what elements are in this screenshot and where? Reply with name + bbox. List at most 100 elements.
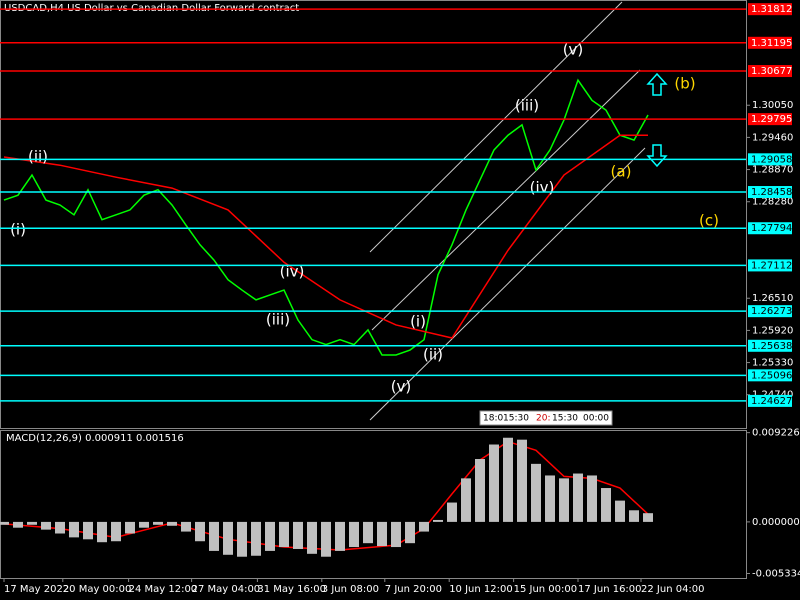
bar: [251, 521, 261, 556]
bar: [223, 521, 233, 555]
time-boxes: 18:0 15:30 20: 15:30 00:00: [479, 410, 613, 426]
bar: [0, 521, 9, 525]
x-tick-label: 10 Jun 12:00: [449, 584, 513, 595]
channel-line: [369, 1, 623, 253]
y-tick-label: 1.28280: [752, 197, 793, 208]
bar: [335, 521, 345, 551]
down-arrow: [646, 144, 668, 168]
x-tick-label: 31 May 16:00: [257, 584, 326, 595]
y-tick-label: -0.005334: [752, 568, 800, 579]
time-label: 15:30: [503, 414, 529, 424]
up-arrow: [646, 72, 668, 96]
level-box: [748, 153, 792, 166]
y-tick-label: 0.009226: [752, 428, 800, 439]
bar: [69, 521, 79, 538]
y-tick-label: 0.000000: [752, 517, 800, 528]
y-tick-label: 1.28870: [752, 165, 793, 176]
bar: [489, 444, 499, 522]
x-tick-label: 7 Jun 20:00: [385, 584, 442, 595]
level-label: 1.27794: [751, 223, 792, 234]
channel-line: [371, 69, 641, 331]
time-label: 00:00: [583, 414, 609, 424]
bar: [531, 463, 541, 522]
wave-label: (ii): [28, 148, 48, 166]
bar: [517, 439, 527, 522]
wave-label: (iv): [280, 263, 305, 281]
bar: [111, 521, 121, 542]
bar: [475, 459, 485, 522]
x-tick-label: 17 Jun 16:00: [578, 584, 642, 595]
bar: [307, 521, 317, 554]
bar: [349, 521, 359, 548]
level-box: [748, 113, 792, 126]
bar: [573, 473, 583, 522]
level-box: [748, 369, 792, 382]
y-tick-label: 1.25330: [752, 358, 793, 369]
time-label: 15:30: [552, 414, 578, 424]
level-label: 1.27112: [751, 260, 792, 271]
wave-label: (i): [10, 221, 26, 239]
level-label: 1.28458: [751, 187, 792, 198]
level-label: 1.26273: [751, 306, 792, 317]
macd-frame: [0, 430, 747, 579]
x-tick-label: 24 May 12:00: [129, 584, 198, 595]
bar: [139, 521, 149, 528]
bar: [615, 500, 625, 522]
wave-label: (iv): [530, 179, 555, 197]
series-line: [3, 134, 648, 339]
bar: [559, 478, 569, 522]
bar: [41, 521, 51, 530]
bar: [363, 521, 373, 544]
y-tick-label: 1.29460: [752, 132, 793, 143]
level-box: [748, 36, 792, 49]
bar: [391, 521, 401, 548]
bar: [237, 521, 247, 557]
wave-labels: (v) (iii) (iv) (ii) (i) (iv) (iii) (i) (…: [10, 41, 719, 396]
x-tick-label: 27 May 04:00: [192, 584, 261, 595]
level-box: [748, 305, 792, 318]
level-label: 1.31195: [751, 38, 792, 49]
level-box: [748, 339, 792, 352]
bar: [405, 521, 415, 544]
bar: [433, 519, 443, 522]
y-tick-label: 1.30050: [752, 100, 793, 111]
bar: [27, 521, 37, 525]
level-box: [748, 259, 792, 272]
level-label: 1.30677: [751, 66, 792, 77]
wave-label: (a): [611, 163, 632, 181]
wave-label: (c): [699, 212, 719, 230]
time-box: [479, 410, 613, 426]
bar: [461, 478, 471, 522]
bar: [643, 513, 653, 522]
x-tick-label: 22 Jun 04:00: [641, 584, 705, 595]
y-tick-label: 1.26510: [752, 293, 793, 304]
wave-label: (b): [674, 75, 695, 93]
bar: [181, 521, 191, 532]
time-label: 20:: [536, 414, 550, 424]
bar: [265, 521, 275, 551]
wave-label: (v): [391, 378, 412, 396]
wave-label: (i): [410, 313, 426, 331]
series-line: [3, 78, 649, 356]
bar: [293, 521, 303, 549]
level-box: [748, 394, 792, 407]
level-label: 1.29058: [751, 154, 792, 165]
bar: [545, 475, 555, 522]
level-label: 1.25638: [751, 341, 792, 352]
bar: [503, 437, 513, 522]
x-tick-label: 17 May 2022: [4, 584, 69, 595]
level-label: 1.24627: [751, 396, 792, 407]
bar: [167, 521, 177, 526]
level-box: [748, 222, 792, 235]
time-label: 18:0: [483, 414, 503, 424]
x-tick-label: 15 Jun 00:00: [514, 584, 578, 595]
bar: [13, 521, 23, 528]
wave-label: (v): [563, 41, 584, 59]
bar: [55, 521, 65, 534]
bar: [587, 475, 597, 522]
level-box: [748, 65, 792, 78]
x-tick-label: 20 May 00:00: [63, 584, 132, 595]
